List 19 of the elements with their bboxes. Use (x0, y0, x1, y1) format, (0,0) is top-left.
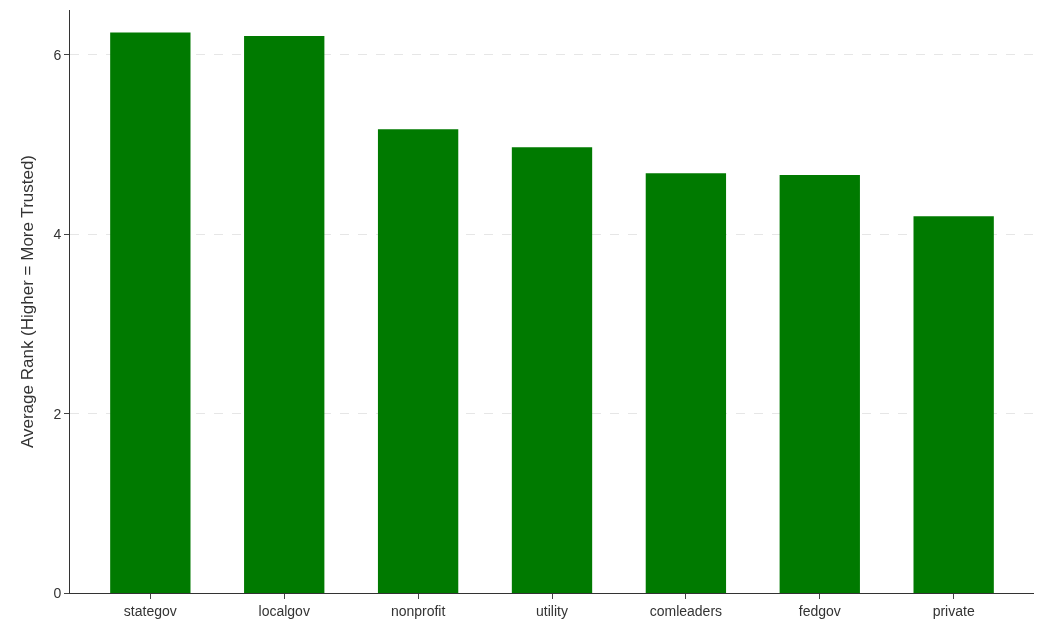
bar (645, 173, 727, 593)
y-tick-label: 0 (53, 584, 62, 601)
x-tick-label: comleaders (649, 602, 723, 619)
bar (779, 175, 860, 593)
x-tick-label: localgov (258, 602, 310, 619)
bar (913, 216, 994, 593)
x-tick-label: private (932, 602, 975, 619)
bar (110, 32, 191, 593)
y-tick-label: 4 (53, 226, 62, 243)
y-tick-label: 6 (53, 46, 62, 63)
x-tick-label: utility (536, 602, 568, 619)
bar (244, 36, 325, 593)
x-tick-label: nonprofit (390, 602, 446, 619)
bar (511, 147, 593, 593)
y-axis-title: Average Rank (Higher = More Trusted) (17, 154, 37, 449)
x-tick-label: fedgov (798, 602, 841, 619)
y-tick-label: 2 (53, 405, 62, 422)
x-tick-label: stategov (123, 602, 177, 619)
bar (377, 129, 459, 593)
